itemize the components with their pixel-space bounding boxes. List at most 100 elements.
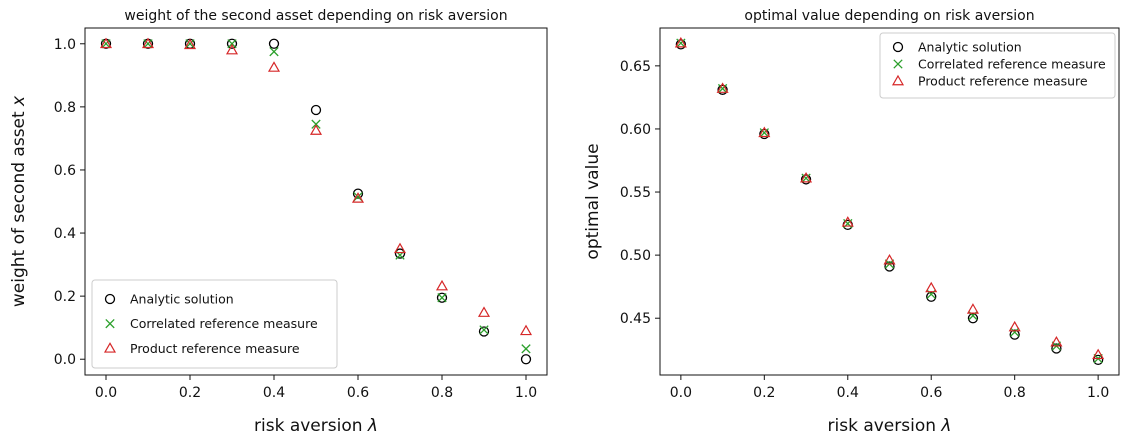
x-axis-label-text: risk aversion bbox=[254, 416, 368, 436]
data-point bbox=[393, 242, 407, 254]
x-axis-label-symbol: λ bbox=[367, 416, 378, 436]
data-point bbox=[352, 188, 364, 199]
data-point bbox=[478, 326, 490, 337]
y-tick-label: 0.50 bbox=[620, 248, 651, 264]
x-tick-label: 0.6 bbox=[347, 385, 369, 401]
data-point bbox=[674, 36, 687, 48]
x-tick-label: 1.0 bbox=[515, 385, 537, 401]
data-point bbox=[717, 84, 728, 95]
y-tick-label: 0.0 bbox=[54, 352, 76, 368]
data-point bbox=[309, 124, 323, 135]
data-point bbox=[185, 39, 195, 49]
x-tick-label: 0.4 bbox=[263, 385, 285, 401]
data-point bbox=[394, 248, 406, 259]
data-point bbox=[883, 253, 896, 265]
x-axis-label-symbol: λ bbox=[940, 416, 951, 436]
data-point bbox=[227, 39, 237, 49]
data-point bbox=[520, 354, 532, 365]
x-tick-label: 0.2 bbox=[753, 385, 775, 401]
x-tick-label: 0.0 bbox=[670, 385, 692, 401]
series-1 bbox=[100, 38, 532, 365]
y-tick-label: 0.55 bbox=[620, 185, 651, 201]
legend-marker bbox=[105, 319, 115, 329]
data-point bbox=[1092, 354, 1104, 366]
data-point bbox=[268, 38, 280, 49]
data-point bbox=[841, 216, 854, 227]
y-axis-label-text: weight of second asset bbox=[9, 106, 29, 307]
data-point bbox=[884, 261, 895, 272]
data-point bbox=[267, 61, 281, 72]
data-point bbox=[800, 171, 813, 183]
data-point bbox=[1009, 329, 1020, 340]
legend-marker bbox=[103, 342, 117, 353]
x-tick-label: 0.4 bbox=[837, 385, 859, 401]
data-point bbox=[269, 46, 279, 57]
data-point bbox=[311, 119, 321, 129]
y-tick-label: 0.8 bbox=[54, 100, 76, 116]
legend-label: Product reference measure bbox=[130, 341, 300, 356]
data-point bbox=[759, 128, 769, 138]
legend-marker bbox=[104, 293, 116, 305]
x-tick-label: 0.0 bbox=[95, 385, 117, 401]
x-tick-label: 0.8 bbox=[431, 385, 453, 401]
legend-box bbox=[91, 279, 338, 369]
x-axis-label: risk aversion λ bbox=[828, 416, 952, 436]
data-point bbox=[717, 83, 728, 94]
data-point bbox=[435, 279, 449, 291]
plot-frame bbox=[84, 27, 548, 376]
x-tick-label: 0.6 bbox=[920, 385, 942, 401]
series-2 bbox=[101, 39, 531, 354]
x-axis-label-text: risk aversion bbox=[828, 416, 942, 436]
x-tick-label: 0.2 bbox=[179, 385, 201, 401]
data-point bbox=[801, 173, 811, 183]
legend-marker bbox=[892, 41, 904, 53]
data-point bbox=[1050, 335, 1063, 347]
legend: Analytic solution Correlated reference me… bbox=[879, 32, 1116, 99]
y-axis-label-text: optimal value bbox=[583, 143, 603, 259]
y-tick-label: 0.6 bbox=[54, 163, 76, 179]
data-point bbox=[1010, 327, 1020, 337]
data-point bbox=[437, 293, 447, 303]
data-point bbox=[675, 39, 687, 50]
legend-marker bbox=[893, 59, 903, 69]
series-3 bbox=[674, 36, 1105, 360]
data-point bbox=[143, 39, 153, 49]
data-point bbox=[716, 82, 729, 93]
data-point bbox=[521, 344, 531, 354]
chart-panel-1: weight of the second asset depending on … bbox=[9, 8, 548, 436]
data-point bbox=[758, 126, 771, 138]
x-tick-label: 0.8 bbox=[1004, 385, 1026, 401]
data-point bbox=[1051, 343, 1062, 354]
legend-label: Correlated reference measure bbox=[130, 316, 318, 331]
legend-label: Product reference measure bbox=[918, 74, 1088, 89]
data-point bbox=[519, 324, 533, 336]
chart-title: weight of the second asset depending on … bbox=[124, 8, 507, 24]
data-point bbox=[99, 37, 113, 49]
data-point bbox=[141, 37, 155, 49]
plot-frame bbox=[659, 27, 1120, 376]
legend-label: Analytic solution bbox=[918, 40, 1022, 55]
x-tick-label: 1.0 bbox=[1087, 385, 1109, 401]
legend-marker bbox=[891, 74, 905, 86]
data-point bbox=[676, 38, 686, 48]
data-point bbox=[226, 38, 238, 49]
data-point bbox=[225, 43, 239, 55]
legend-label: Analytic solution bbox=[130, 292, 234, 307]
data-point bbox=[966, 303, 979, 314]
y-tick-label: 1.0 bbox=[54, 37, 76, 53]
legend-box bbox=[879, 32, 1116, 99]
y-tick-label: 0.4 bbox=[54, 226, 76, 242]
data-point bbox=[183, 38, 197, 50]
data-point bbox=[353, 192, 363, 202]
data-point bbox=[759, 128, 770, 140]
chart-title: optimal value depending on risk aversion bbox=[744, 8, 1034, 24]
data-point bbox=[1008, 320, 1021, 332]
x-axis-label: risk aversion λ bbox=[254, 416, 378, 436]
y-tick-label: 0.65 bbox=[620, 59, 651, 75]
legend-label: Correlated reference measure bbox=[918, 57, 1106, 72]
data-point bbox=[351, 192, 365, 203]
y-tick-label: 0.2 bbox=[54, 289, 76, 305]
data-point bbox=[436, 292, 448, 303]
series-1 bbox=[675, 39, 1104, 366]
